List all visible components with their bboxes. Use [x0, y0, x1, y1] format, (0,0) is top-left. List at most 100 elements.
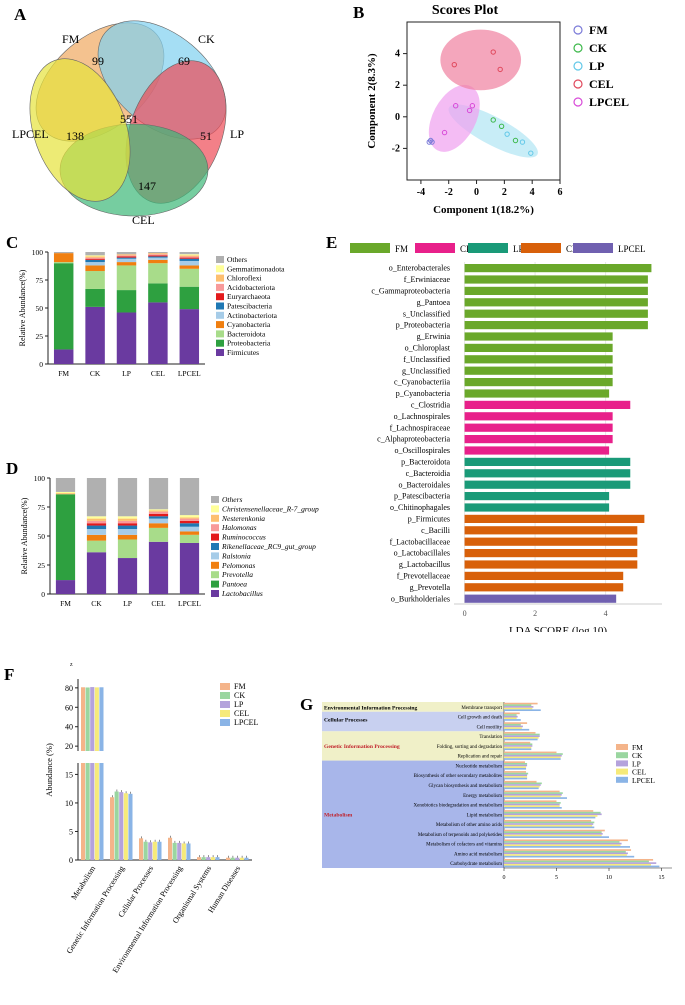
bar-lpcel [504, 787, 539, 790]
legend-swatch-cel [521, 243, 561, 253]
lda-bar-label: c_Gammaproteobacteria [371, 287, 450, 296]
bar-segment-acidobacteriota [179, 256, 200, 258]
bar-segment-ruminococcus [148, 513, 169, 517]
bar-segment-halomonas [86, 520, 107, 524]
legend-swatch-ck [616, 752, 628, 759]
bar-ck [230, 857, 235, 860]
bar-ck [201, 857, 206, 860]
bar-cel [152, 841, 157, 860]
bar-lp [504, 725, 523, 728]
bar-segment-ralstonia [179, 526, 200, 532]
bar-segment-bacteroidota [85, 271, 105, 289]
confidence-ellipse-cel [440, 29, 522, 91]
legend-label-fm: FM [632, 743, 643, 752]
bar-cel [94, 687, 99, 751]
bar-ck [504, 821, 595, 824]
bar-fm [504, 771, 527, 773]
lda-bar-f-lactobacillaceae [464, 537, 638, 546]
legend-label-lpcel: LPCEL [618, 244, 646, 254]
venn-label-fm: FM [62, 32, 80, 46]
bar-segment-nesterenkonia [148, 510, 169, 512]
bar-segment-bacteroidota [116, 265, 137, 291]
lda-bar-f-unclassified [464, 355, 613, 364]
bar-cel [504, 863, 651, 866]
bar-fm [504, 751, 557, 754]
bar-fm [226, 857, 231, 860]
y-tick-label: 0 [395, 112, 400, 123]
bar-ck [504, 831, 602, 833]
bar-segment-pelomonas [117, 534, 138, 540]
legend-label-ck: CK [589, 41, 608, 55]
bar-fm [110, 797, 115, 860]
bar-segment-ruminococcus [179, 520, 200, 524]
lda-score-chart: EFMCKLPCELLPCEL024LDA SCORE (log 10)o_En… [326, 233, 662, 632]
lda-bar-p-cyanobacteria [464, 389, 610, 398]
bar-segment-firmicutes [85, 306, 105, 364]
lda-bar-g-pantoea [464, 298, 648, 307]
bar-segment-lactobacillus [55, 580, 76, 594]
bar-segment-firmicutes [53, 349, 74, 364]
bar-cel [504, 737, 539, 739]
lda-bar-o-lactobacillales [464, 549, 638, 558]
x-tick-label-metabolism: Metabolism [69, 864, 97, 902]
legend-swatch-actinobacteriota [216, 311, 224, 319]
bar-fm [504, 702, 538, 705]
legend-swatch-gemmatimonadota [216, 265, 224, 273]
lda-bar-g-lactobacillus [464, 560, 638, 569]
legend-label-cel: CEL [589, 77, 614, 91]
point-cel [490, 49, 496, 55]
venn-ellipse-lpcel [29, 58, 131, 202]
bar-segment-cyanobacteria [148, 259, 168, 264]
x-tick-label: CK [90, 369, 101, 378]
y-tick-label: 75 [36, 276, 44, 285]
lda-bar-label: o_Lachnospirales [394, 412, 450, 421]
bar-ck [504, 723, 521, 726]
legend-swatch-prevotella [211, 571, 219, 579]
legend-label-chloroflexi: Chloroflexi [227, 274, 262, 283]
legend-swatch-pelomonas [211, 561, 219, 569]
lda-bar-label: s_Unclassified [403, 309, 450, 318]
legend-swatch-fm [220, 683, 230, 690]
legend-swatch-cel [616, 768, 628, 775]
bar-segment-proteobacteria [85, 288, 105, 307]
bar-lpcel [186, 843, 191, 860]
y-tick-label: 50 [36, 304, 44, 313]
bar-lpcel [504, 816, 596, 819]
x-tick-label: 10 [606, 875, 612, 881]
bar-cel [504, 717, 517, 720]
lda-bar-label: g_Lactobacillus [399, 560, 450, 569]
bar-segment-pantoea [55, 494, 76, 581]
panel-letter-e: E [326, 233, 337, 252]
scores-plot: B Scores Plot -4 -2 0 2 4 6 -2 0 2 4 Component 1(18.… [353, 3, 629, 216]
y-tick-label: 50 [38, 532, 46, 541]
bar-segment-others [148, 478, 169, 510]
bar-lpcel [504, 748, 532, 751]
legend-swatch-acidobacteriota [216, 283, 224, 291]
confidence-ellipse-lpcel [428, 84, 480, 152]
bar-lp [206, 857, 211, 860]
bar-segment-proteobacteria [179, 286, 200, 310]
legend-label-ruminococcus: Ruminococcus [221, 533, 266, 542]
lda-bar-label: g_Prevotella [410, 583, 451, 592]
legend-swatch-fm [616, 744, 628, 750]
y-axis-label: Relative Abundance(%) [20, 497, 29, 574]
bar-segment-ralstonia [148, 518, 169, 524]
lda-bar-c-clostridia [464, 400, 631, 409]
y-tick-label: 10 [65, 799, 73, 808]
bar-segment-others [179, 252, 200, 255]
lda-bar-o-bacteroidales [464, 480, 631, 489]
bar-segment-firmicutes [148, 302, 168, 364]
bar-segment-christensenellaceae-r-7-group [86, 516, 107, 519]
bar-ck [504, 792, 563, 794]
y-tick-label: 100 [32, 248, 44, 257]
bar-ck [504, 782, 542, 785]
x-tick-label: 5 [555, 875, 558, 881]
venn-count-lp: 51 [200, 129, 212, 143]
lda-bar-c-bacilli [464, 526, 638, 535]
bar-lpcel [99, 687, 104, 751]
category-label-amino-acid-metabolism: Amino acid metabolism [454, 852, 502, 857]
lda-bar-label: c_Bacilli [421, 526, 451, 535]
bar-lp [504, 832, 603, 835]
y-tick-label: 4 [395, 49, 400, 60]
legend-swatch-rikenellaceae-rc9-gut-group [211, 543, 219, 550]
